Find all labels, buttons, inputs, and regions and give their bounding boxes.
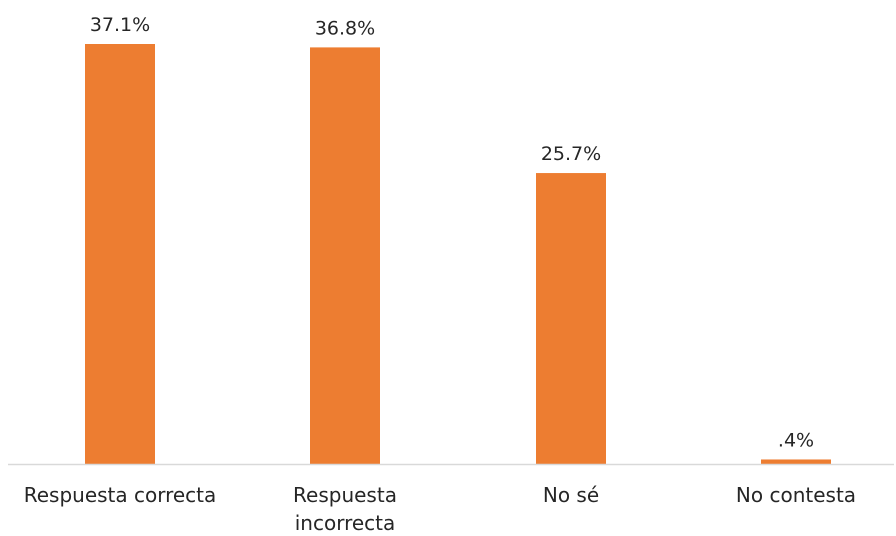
bar-3 bbox=[761, 459, 831, 464]
category-label-1: Respuesta incorrecta bbox=[293, 483, 397, 535]
bar-2 bbox=[536, 173, 606, 464]
category-label-line: incorrecta bbox=[295, 511, 396, 535]
category-label-line: No sé bbox=[543, 483, 599, 507]
value-labels-group: 37.1% 36.8% 25.7% .4% bbox=[90, 14, 814, 451]
bar-value-label-2: 25.7% bbox=[541, 143, 601, 165]
category-labels-group: Respuesta correcta Respuesta incorrecta No … bbox=[24, 483, 856, 535]
category-label-2: No sé bbox=[543, 483, 599, 507]
bars-group bbox=[85, 44, 831, 464]
bar-value-label-1: 36.8% bbox=[315, 17, 375, 39]
category-label-3: No contesta bbox=[736, 483, 856, 507]
category-label-0: Respuesta correcta bbox=[24, 483, 217, 507]
category-label-line: No contesta bbox=[736, 483, 856, 507]
category-label-line: Respuesta correcta bbox=[24, 483, 217, 507]
bar-0 bbox=[85, 44, 155, 464]
bar-1 bbox=[310, 47, 380, 464]
bar-value-label-0: 37.1% bbox=[90, 14, 150, 36]
category-label-line: Respuesta bbox=[293, 483, 397, 507]
bar-value-label-3: .4% bbox=[778, 429, 814, 451]
